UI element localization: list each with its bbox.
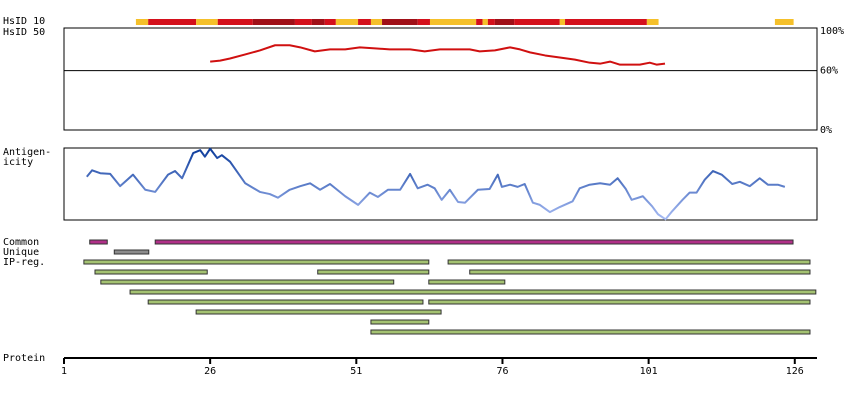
feature-bar	[113, 249, 150, 255]
identity-segment	[252, 19, 295, 25]
identity-segment	[358, 19, 371, 25]
feature-label: IP-reg.	[3, 257, 45, 268]
identity-segment	[382, 19, 418, 25]
feature-bar	[370, 329, 811, 335]
y-tick-label: 60%	[820, 66, 838, 77]
feature-bar	[317, 269, 430, 275]
feature-bar	[100, 279, 395, 285]
identity-segment	[494, 19, 515, 25]
antigenicity-label: Antigen-	[3, 147, 51, 158]
feature-label: Common	[3, 237, 39, 248]
antigenicity-line	[86, 147, 786, 221]
feature-bar	[428, 279, 506, 285]
identity-segment	[559, 19, 566, 25]
identity-segment	[774, 19, 794, 25]
antigenicity-label: icity	[3, 157, 33, 168]
identity-segment	[646, 19, 659, 25]
antigenicity-panel	[63, 147, 818, 221]
feature-bar	[447, 259, 811, 265]
identity-segment	[482, 19, 488, 25]
identity-segment	[335, 19, 359, 25]
feature-bar	[154, 239, 794, 245]
feature-bar	[469, 269, 811, 275]
feature-bar	[370, 319, 430, 325]
feature-bar	[147, 299, 424, 305]
hsid10-label: HsID 10	[3, 16, 45, 27]
x-axis-label: Protein	[3, 353, 45, 364]
identity-segment	[514, 19, 560, 25]
identity-segment	[487, 19, 495, 25]
identity-segment	[196, 19, 218, 25]
identity-segment	[476, 19, 483, 25]
identity-segment	[135, 19, 149, 25]
x-tick-label: 76	[496, 366, 508, 377]
feature-bar	[129, 289, 817, 295]
identity-segment	[148, 19, 197, 25]
hsid50-label: HsID 50	[3, 27, 45, 38]
x-tick-label: 1	[61, 366, 67, 377]
feature-bar	[428, 299, 811, 305]
feature-bar	[94, 269, 208, 275]
identity-segment	[417, 19, 430, 25]
feature-bar	[89, 239, 108, 245]
identity-line	[210, 44, 666, 66]
identity-segment	[429, 19, 477, 25]
x-tick-label: 101	[640, 366, 658, 377]
feature-bar	[195, 309, 442, 315]
x-tick-label: 26	[204, 366, 216, 377]
feature-label: Unique	[3, 247, 39, 258]
x-tick-label: 126	[786, 366, 804, 377]
identity-segment	[324, 19, 336, 25]
y-tick-label: 100%	[820, 26, 844, 37]
identity-segment	[370, 19, 383, 25]
identity-segment	[217, 19, 253, 25]
identity-segment	[311, 19, 325, 25]
hsid50-panel	[63, 27, 818, 131]
y-tick-label: 0%	[820, 125, 832, 136]
identity-segment	[294, 19, 312, 25]
identity-segment	[565, 19, 647, 25]
x-tick-label: 51	[350, 366, 362, 377]
feature-bar	[83, 259, 430, 265]
